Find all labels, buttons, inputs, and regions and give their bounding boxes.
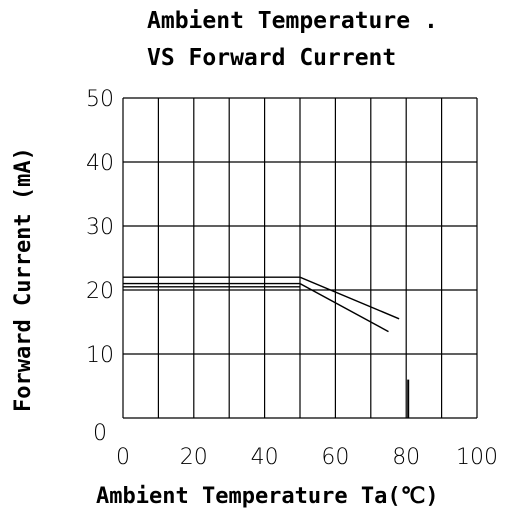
chart-title-line1: Ambient Temperature .	[147, 8, 438, 34]
x-tick-label: 0	[116, 445, 130, 470]
x-tick-label: 80	[392, 445, 420, 470]
y-tick-label: 50	[86, 87, 114, 112]
series-line-2	[123, 282, 389, 333]
y-axis-ticks: 0 10 20 30 40 50	[86, 87, 114, 446]
x-axis-label: Ambient Temperature Ta(℃)	[96, 484, 439, 509]
x-tick-label: 60	[321, 445, 349, 470]
y-axis-label: Forward Current (mA)	[11, 147, 36, 412]
x-tick-label: 20	[180, 445, 208, 470]
chart-title-line2: VS Forward Current	[147, 45, 396, 71]
y-tick-label: 30	[86, 215, 114, 240]
y-tick-label: 0	[93, 421, 107, 446]
grid	[122, 97, 478, 419]
y-tick-label: 20	[86, 279, 114, 304]
y-tick-label: 40	[86, 151, 114, 176]
series-group	[123, 276, 410, 418]
y-tick-label: 10	[86, 343, 114, 368]
x-tick-label: 40	[251, 445, 279, 470]
x-tick-label: 100	[456, 445, 498, 470]
x-axis-ticks: 0 20 40 60 80 100	[116, 445, 498, 470]
series-line-1	[123, 276, 400, 320]
